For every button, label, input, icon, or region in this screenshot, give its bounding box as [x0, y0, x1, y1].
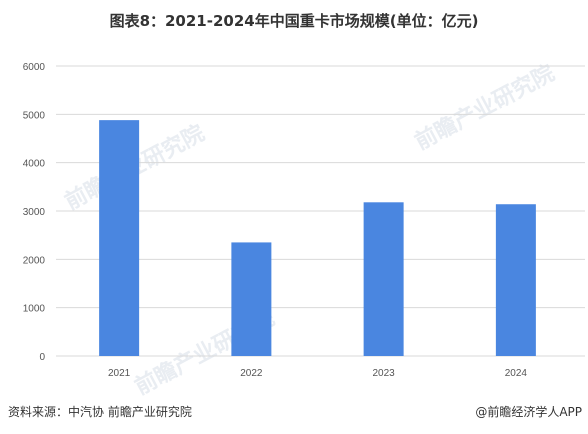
x-axis-ticks: 2021 2022 2023 2024 [108, 368, 527, 379]
bar-2022 [231, 242, 272, 356]
x-tick-label: 2024 [505, 368, 528, 379]
credit-note: @前瞻经济学人APP [475, 405, 582, 419]
y-tick-label: 0 [39, 352, 45, 363]
y-axis-ticks: 0 1000 2000 3000 4000 5000 6000 [23, 62, 46, 363]
x-tick-label: 2022 [240, 368, 263, 379]
y-tick-label: 5000 [23, 110, 46, 121]
bars [99, 120, 536, 356]
bar-2024 [495, 204, 536, 356]
y-tick-label: 6000 [23, 62, 46, 73]
x-tick-label: 2021 [108, 368, 131, 379]
source-note: 资料来源：中汽协 前瞻产业研究院 [8, 405, 192, 419]
chart-title: 图表8：2021-2024年中国重卡市场规模(单位：亿元) [109, 12, 479, 30]
y-tick-label: 1000 [23, 304, 46, 315]
bar-2021 [99, 120, 140, 356]
y-tick-label: 3000 [23, 207, 46, 218]
watermark-2: 前瞻产业研究院 [411, 60, 559, 155]
x-tick-label: 2023 [373, 368, 396, 379]
y-tick-label: 2000 [23, 255, 46, 266]
y-tick-label: 4000 [23, 159, 46, 170]
bar-2023 [363, 202, 404, 356]
